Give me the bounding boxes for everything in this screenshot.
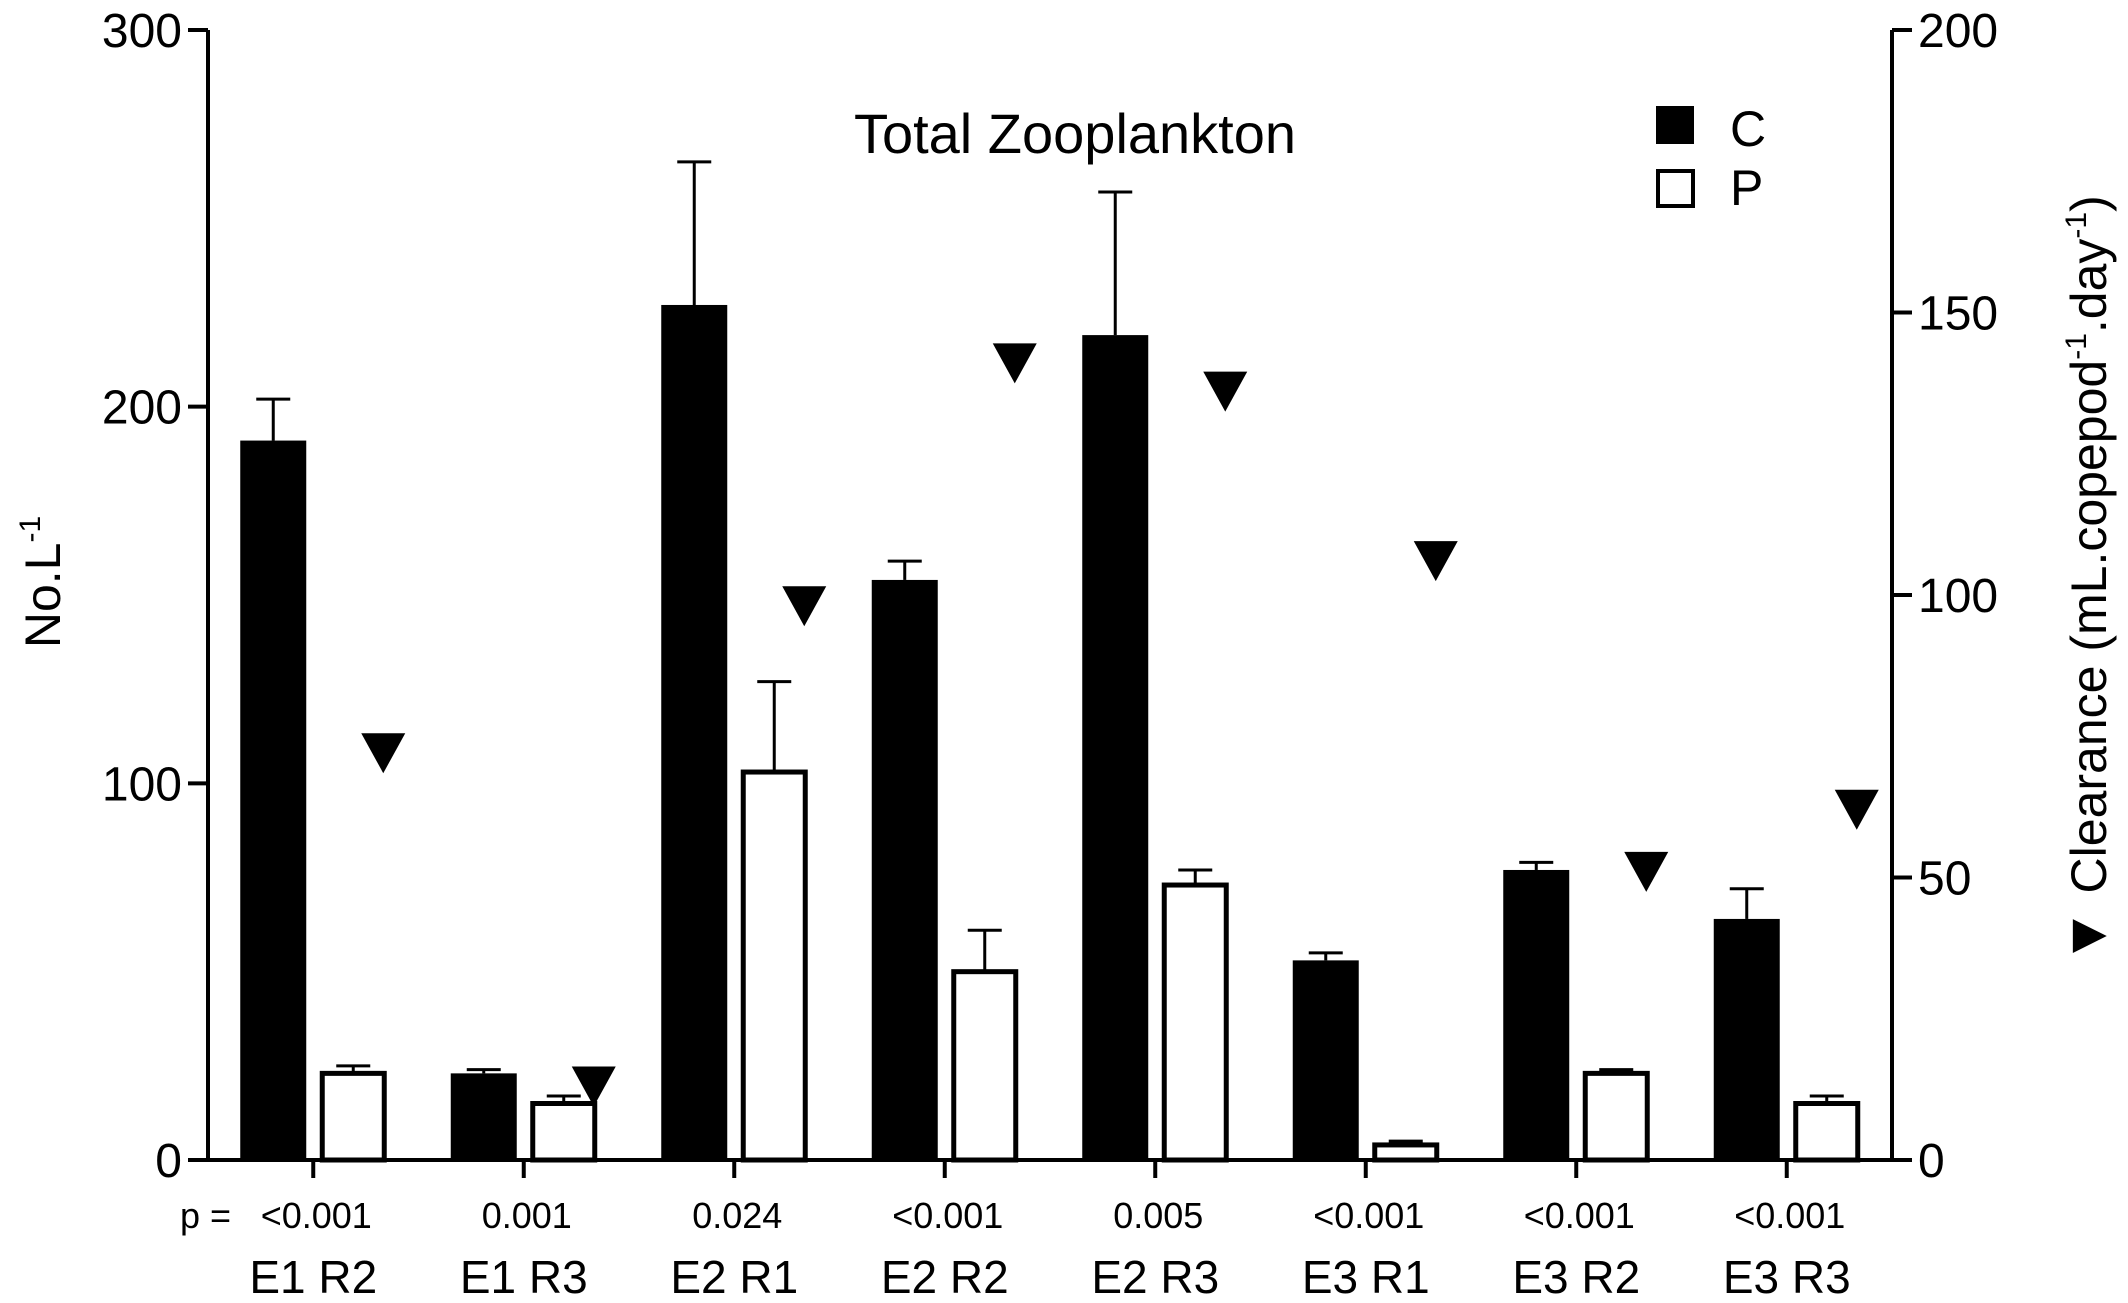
p-value-label: 0.024: [692, 1195, 782, 1236]
y2-tick-label: 150: [1918, 288, 1998, 341]
axes: 0 100 200 300 0 50 100 150 200 <0.001 E1 R2 0.001 E1…: [102, 5, 1998, 1303]
clearance-marker: [1834, 789, 1879, 830]
bar-p: [530, 1101, 598, 1163]
p-value-label: <0.001: [261, 1195, 372, 1236]
clearance-marker: [361, 733, 406, 774]
y2-axis-label-prefix: Clearance (mL.copepod: [2061, 360, 2117, 894]
clearance-marker: [782, 586, 827, 627]
y-tick-label: 200: [102, 382, 182, 435]
legend-label-p: P: [1730, 160, 1763, 216]
legend-swatch-p: [1656, 169, 1695, 208]
y-tick-label: 300: [102, 5, 182, 58]
y2-axis-label-sup2: -1: [2060, 212, 2093, 239]
category-label: E2 R3: [1091, 1251, 1219, 1303]
clearance-marker: [571, 1066, 616, 1107]
y2-axis-marker: ▼: [2054, 907, 2119, 964]
bar-p: [1582, 1070, 1650, 1163]
bar-p: [740, 769, 808, 1163]
y-tick-label: 100: [102, 758, 182, 811]
y2-tick-label: 100: [1918, 570, 1998, 623]
category-label: E3 R2: [1512, 1251, 1640, 1303]
bar-c: [1082, 335, 1149, 1161]
p-value-label: 0.001: [482, 1195, 572, 1236]
category-label: E3 R3: [1723, 1251, 1851, 1303]
y2-tick-label: 50: [1918, 853, 1971, 906]
clearance-marker: [1203, 371, 1248, 412]
y-axis-label-sup: -1: [14, 516, 47, 543]
legend-swatch-c: [1656, 106, 1694, 144]
y2-axis-label-mid: .day: [2061, 239, 2117, 334]
category-label: E3 R1: [1302, 1251, 1430, 1303]
y2-axis-label: ▼ Clearance (mL.copepod-1.day-1): [2054, 195, 2119, 965]
category-label: E2 R1: [670, 1251, 798, 1303]
bar-c: [240, 440, 307, 1161]
bar-p: [1372, 1142, 1440, 1163]
y2-tick-label: 0: [1918, 1135, 1945, 1188]
legend-label-c: C: [1730, 101, 1766, 157]
y-axis-label: No.L-1: [14, 516, 71, 648]
clearance-marker: [992, 343, 1037, 384]
bar-p: [1161, 882, 1229, 1163]
bar-c: [450, 1073, 517, 1160]
bar-p: [1793, 1101, 1861, 1163]
clearance-marker: [1624, 851, 1669, 892]
bar-c: [661, 304, 728, 1160]
category-label: E1 R3: [460, 1251, 588, 1303]
category-label: E2 R2: [881, 1251, 1009, 1303]
clearance-marker: [1413, 541, 1458, 582]
y2-axis-label-sup1: -1: [2060, 333, 2093, 360]
bar-c: [1503, 869, 1570, 1160]
bars: [240, 160, 1861, 1163]
chart-title: Total Zooplankton: [854, 102, 1296, 165]
p-value-label: <0.001: [1524, 1195, 1635, 1236]
legend: C P: [1656, 101, 1766, 216]
category-label: E1 R2: [249, 1251, 377, 1303]
clearance-markers: [361, 343, 1879, 1107]
p-value-label: <0.001: [892, 1195, 1003, 1236]
p-value-label: <0.001: [1734, 1195, 1845, 1236]
y2-axis-gap: [2061, 893, 2117, 907]
p-value-label: <0.001: [1313, 1195, 1424, 1236]
bar-c: [871, 579, 938, 1160]
p-value-prefix: p =: [180, 1195, 231, 1236]
bar-c: [1292, 960, 1359, 1160]
bar-c: [1713, 918, 1780, 1160]
y-axis-label-text: No.L: [15, 543, 71, 649]
bar-p: [319, 1070, 387, 1163]
bar-p: [951, 969, 1019, 1163]
y-tick-label: 0: [155, 1135, 182, 1188]
p-value-label: 0.005: [1113, 1195, 1203, 1236]
y2-tick-label: 200: [1918, 5, 1998, 58]
y2-axis-label-suffix: ): [2061, 195, 2117, 212]
